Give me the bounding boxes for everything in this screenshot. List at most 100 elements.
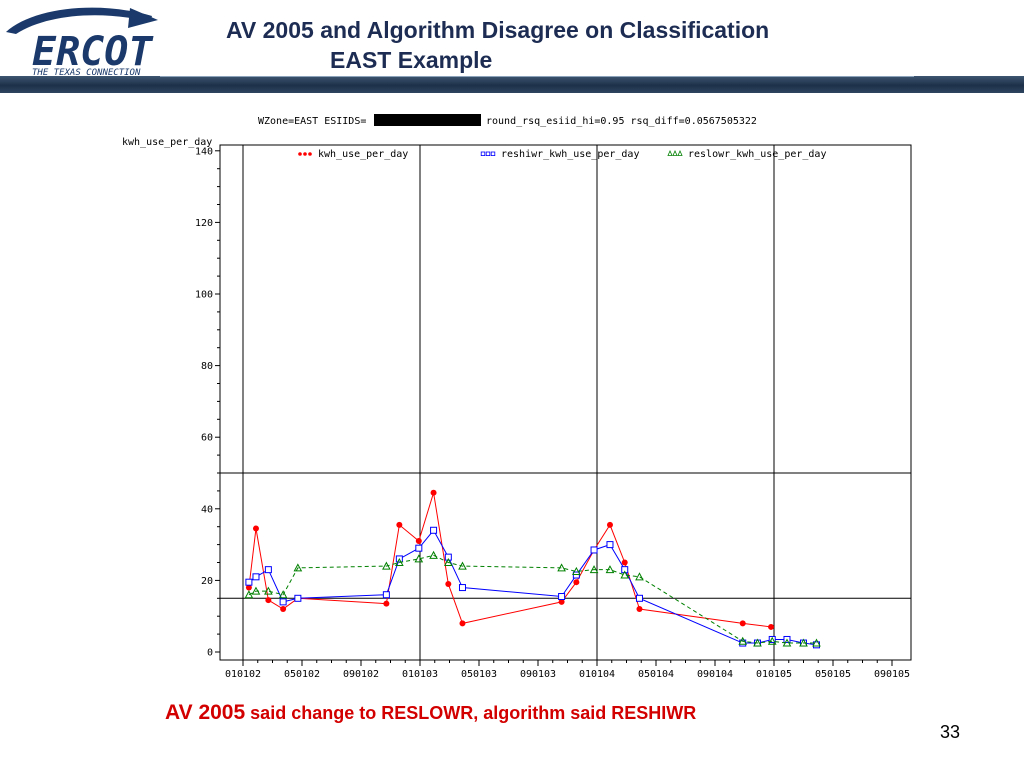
series-point-reslowr_kwh_use_per_day [458, 561, 467, 570]
x-tick-label: 010102 [225, 669, 261, 680]
series-point-reshiwr_kwh_use_per_day [252, 573, 260, 581]
line-chart: 0 20 40 60 80 100 120 140 010102 050102 090102 0101… [122, 114, 912, 680]
x-tick-label: 050103 [461, 669, 497, 680]
slide-caption: AV 2005 said change to RESLOWR, algorith… [165, 701, 696, 725]
series-point-reshiwr_kwh_use_per_day [294, 594, 302, 602]
legend-marker [485, 151, 491, 156]
legend-marker [677, 150, 683, 156]
series-point-reshiwr_kwh_use_per_day [382, 591, 390, 599]
series-point-reslowr_kwh_use_per_day [278, 590, 288, 599]
logo-wordmark: ERCOT [32, 29, 154, 75]
chart-title-suffix: round_rsq_esiid_hi=0.95 rsq_diff=0.05675… [486, 116, 757, 127]
page-number: 33 [940, 722, 961, 742]
series-point-kwh_use_per_day [606, 521, 613, 528]
series-point-kwh_use_per_day [621, 559, 628, 566]
legend-marker [672, 150, 678, 156]
y-tick-label: 140 [195, 146, 213, 157]
series-point-reshiwr_kwh_use_per_day [558, 593, 566, 601]
series-point-reslowr_kwh_use_per_day [395, 557, 404, 566]
series-point-kwh_use_per_day [383, 600, 390, 607]
y-tick-label: 120 [195, 218, 213, 229]
series-point-reshiwr_kwh_use_per_day [768, 635, 776, 643]
series-point-kwh_use_per_day [280, 606, 287, 613]
series-point-kwh_use_per_day [573, 579, 580, 586]
y-tick-label: 100 [195, 290, 213, 301]
series-point-reslowr_kwh_use_per_day [738, 636, 748, 645]
header-band-highlight [160, 76, 914, 77]
axes-group: 0 20 40 60 80 100 120 140 010102 050102 090102 0101… [195, 146, 910, 680]
ercot-logo-graphic: ERCOT THE TEXAS CONNECTION [6, 7, 158, 78]
x-tick-label: 090103 [520, 669, 556, 680]
title-line-2: EAST Example [330, 47, 493, 73]
series-point-kwh_use_per_day [636, 606, 643, 613]
series-point-kwh_use_per_day [768, 623, 775, 630]
series-point-kwh_use_per_day [445, 580, 452, 587]
plot-frame [219, 144, 912, 661]
series-point-reslowr_kwh_use_per_day [251, 586, 261, 595]
series-point-reslowr_kwh_use_per_day [244, 590, 254, 599]
x-tick-label: 050102 [284, 669, 320, 680]
series-point-kwh_use_per_day [558, 598, 565, 605]
series-point-reslowr_kwh_use_per_day [782, 638, 792, 647]
y-tick-label: 0 [207, 648, 213, 659]
series-point-kwh_use_per_day [739, 620, 746, 627]
legend-label: reslowr_kwh_use_per_day [688, 149, 826, 160]
redacted-esiid-block [374, 114, 481, 126]
series-point-reslowr_kwh_use_per_day [753, 638, 762, 647]
x-tick-label: 050104 [638, 669, 674, 680]
series-line-kwh_use_per_day [248, 492, 772, 628]
y-axis-label: kwh_use_per_day [122, 137, 212, 148]
x-tick-label: 090105 [874, 669, 910, 680]
series-point-reshiwr_kwh_use_per_day [590, 546, 598, 554]
series-point-reslowr_kwh_use_per_day [382, 561, 391, 570]
series-point-reslowr_kwh_use_per_day [812, 638, 821, 647]
series-point-reslowr_kwh_use_per_day [414, 554, 424, 563]
legend-marker [480, 151, 486, 156]
series-group [244, 489, 821, 649]
x-tick-label: 050105 [815, 669, 851, 680]
series-line-reslowr_kwh_use_per_day [248, 554, 817, 644]
ercot-logo: ERCOT THE TEXAS CONNECTION [2, 2, 160, 78]
chart-container: 0 20 40 60 80 100 120 140 010102 050102 090102 0101… [110, 104, 920, 689]
title-line-1: AV 2005 and Algorithm Disagree on Classi… [226, 17, 770, 43]
legend-marker [303, 152, 307, 156]
x-tick-label: 090102 [343, 669, 379, 680]
series-point-reslowr_kwh_use_per_day [293, 563, 303, 572]
series-point-reslowr_kwh_use_per_day [264, 586, 273, 595]
series-line-reshiwr_kwh_use_per_day [248, 529, 817, 646]
legend-marker [667, 150, 673, 156]
series-point-kwh_use_per_day [415, 538, 422, 545]
y-tick-label: 80 [201, 361, 213, 372]
series-point-kwh_use_per_day [265, 597, 272, 604]
x-tick-label: 090104 [697, 669, 733, 680]
legend-label: kwh_use_per_day [318, 149, 408, 160]
x-tick-label: 010104 [579, 669, 615, 680]
series-point-reslowr_kwh_use_per_day [557, 563, 566, 572]
series-point-reshiwr_kwh_use_per_day [458, 584, 466, 592]
series-point-reshiwr_kwh_use_per_day [444, 553, 452, 561]
legend-marker [490, 151, 496, 156]
caption-lead: AV 2005 [165, 701, 246, 724]
x-tick-label: 010105 [756, 669, 792, 680]
series-point-reshiwr_kwh_use_per_day [621, 566, 629, 574]
series-point-reshiwr_kwh_use_per_day [572, 571, 580, 579]
legend-marker [308, 152, 312, 156]
y-tick-label: 20 [201, 576, 213, 587]
series-point-reshiwr_kwh_use_per_day [415, 544, 423, 552]
series-point-reshiwr_kwh_use_per_day [430, 526, 438, 534]
series-point-reslowr_kwh_use_per_day [429, 550, 438, 559]
caption-rest: said change to RESLOWR, algorithm said R… [245, 703, 697, 723]
series-point-reslowr_kwh_use_per_day [443, 557, 453, 566]
x-tick-label: 010103 [402, 669, 438, 680]
series-point-kwh_use_per_day [396, 521, 403, 528]
series-point-reslowr_kwh_use_per_day [589, 565, 599, 574]
legend-group: kwh_use_per_day reshiwr_kwh_use_per_day re… [298, 149, 826, 160]
series-point-reshiwr_kwh_use_per_day [279, 598, 287, 606]
series-point-reslowr_kwh_use_per_day [572, 566, 581, 575]
series-point-reslowr_kwh_use_per_day [620, 570, 630, 579]
logo-tagline: THE TEXAS CONNECTION [32, 68, 141, 78]
plot-frame-group [219, 144, 912, 661]
series-point-reslowr_kwh_use_per_day [799, 638, 808, 647]
legend-label: reshiwr_kwh_use_per_day [501, 149, 639, 160]
series-point-kwh_use_per_day [252, 525, 259, 532]
